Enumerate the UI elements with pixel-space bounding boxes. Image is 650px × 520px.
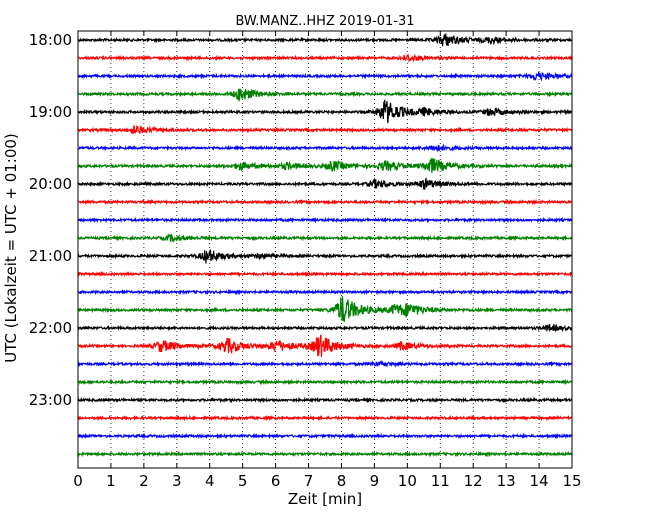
- y-axis-ticks: 18:00 19:00 20:00 21:00 22:00 23:00: [29, 31, 572, 409]
- x-tick-label: 14: [530, 472, 549, 490]
- trace-22-15: [77, 334, 573, 357]
- grid-lines: [110, 31, 540, 468]
- x-tick-label: 10: [398, 472, 417, 490]
- trace-21-30: [77, 288, 573, 296]
- y-axis-label: UTC (Lokalzeit = UTC + 01:00): [2, 133, 20, 363]
- x-tick-label: 15: [562, 472, 581, 490]
- x-axis-label: Zeit [min]: [288, 490, 362, 508]
- trace-19-45: [77, 158, 573, 173]
- trace-21-45: [77, 296, 573, 322]
- trace-19-00: [77, 99, 573, 124]
- trace-23-30: [77, 432, 573, 440]
- trace-18-45: [77, 88, 573, 103]
- y-tick-label: 18:00: [29, 31, 72, 49]
- plot-frame: [77, 30, 573, 469]
- x-tick-label: 8: [337, 472, 347, 490]
- chart-title: BW.MANZ..HHZ 2019-01-31: [235, 14, 414, 29]
- x-axis-ticks: 0 1 2 3 4 5 6 7 8 9 10 11 12 13 14 15: [73, 31, 582, 490]
- x-tick-label: 9: [370, 472, 380, 490]
- x-tick-label: 5: [238, 472, 248, 490]
- x-tick-label: 12: [464, 472, 483, 490]
- trace-19-15: [77, 124, 573, 134]
- trace-20-15: [77, 198, 573, 206]
- x-tick-label: 7: [304, 472, 314, 490]
- y-tick-label: 19:00: [29, 103, 72, 121]
- x-tick-label: 0: [73, 472, 83, 490]
- trace-20-00: [77, 177, 573, 190]
- x-tick-label: 13: [497, 472, 516, 490]
- y-tick-label: 23:00: [29, 391, 72, 409]
- trace-23-45: [77, 450, 573, 458]
- trace-23-15: [77, 414, 573, 422]
- x-tick-label: 2: [139, 472, 149, 490]
- y-tick-label: 22:00: [29, 319, 72, 337]
- trace-22-30: [77, 360, 573, 368]
- y-tick-label: 20:00: [29, 175, 72, 193]
- trace-20-30: [77, 216, 573, 224]
- trace-18-30: [77, 71, 573, 82]
- trace-21-15: [77, 270, 573, 278]
- x-tick-label: 1: [106, 472, 116, 490]
- trace-20-45: [77, 232, 573, 244]
- x-tick-label: 3: [172, 472, 182, 490]
- y-tick-label: 21:00: [29, 247, 72, 265]
- trace-lines: [77, 33, 573, 458]
- x-tick-label: 6: [271, 472, 281, 490]
- trace-21-00: [77, 249, 573, 264]
- trace-18-00: [77, 33, 573, 47]
- trace-19-30: [77, 143, 573, 153]
- x-tick-label: 4: [205, 472, 215, 490]
- trace-18-15: [77, 53, 573, 63]
- trace-23-00: [77, 396, 573, 404]
- trace-22-45: [77, 378, 573, 386]
- x-tick-label: 11: [431, 472, 450, 490]
- trace-22-00: [77, 323, 573, 333]
